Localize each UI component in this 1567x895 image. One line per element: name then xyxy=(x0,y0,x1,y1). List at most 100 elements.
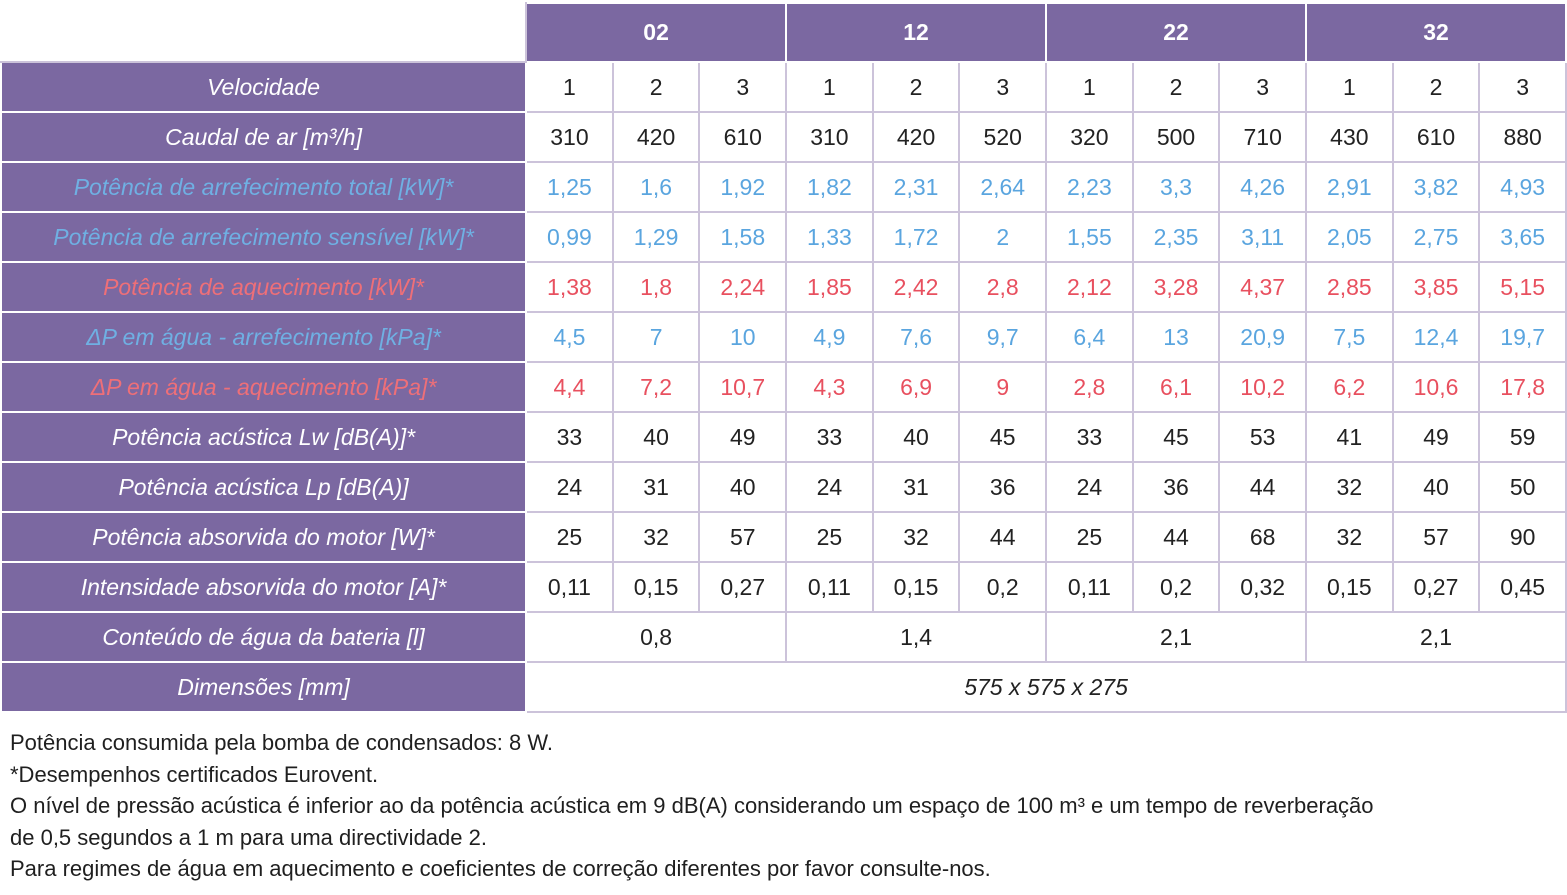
table-cell: 2,91 xyxy=(1305,161,1394,213)
table-cell: 0,11 xyxy=(1045,561,1134,613)
table-row: ΔP em água - arrefecimento [kPa]* 4,5 7 10 4… xyxy=(0,311,1567,363)
table-cell: 3 xyxy=(698,61,788,113)
table-cell: 4,93 xyxy=(1478,161,1567,213)
table-cell: 1,33 xyxy=(785,211,874,263)
table-cell: 7,6 xyxy=(871,311,961,363)
table-row: Intensidade absorvida do motor [A]* 0,11 0… xyxy=(0,561,1567,613)
table-cell: 44 xyxy=(958,511,1048,563)
table-cell: 44 xyxy=(1218,461,1308,513)
table-cell: 41 xyxy=(1305,411,1394,463)
table-cell: 40 xyxy=(698,461,788,513)
footnote: *Desempenhos certificados Eurovent. xyxy=(10,761,379,787)
table-cell: 2,24 xyxy=(698,261,788,313)
table-cell: 3,85 xyxy=(1391,261,1481,313)
model-header-22: 22 xyxy=(1045,2,1308,63)
table-cell: 45 xyxy=(958,411,1048,463)
table-cell: 310 xyxy=(525,111,614,163)
table-cell: 420 xyxy=(611,111,701,163)
table-cell: 4,9 xyxy=(785,311,874,363)
table-cell: 13 xyxy=(1131,311,1221,363)
table-cell: 2,42 xyxy=(871,261,961,313)
table-cell: 2,8 xyxy=(1045,361,1134,413)
table-cell: 610 xyxy=(1391,111,1481,163)
table-cell: 4,37 xyxy=(1218,261,1308,313)
table-cell: 24 xyxy=(525,461,614,513)
table-cell: 5,15 xyxy=(1478,261,1567,313)
table-cell: 2 xyxy=(958,211,1048,263)
model-header-32: 32 xyxy=(1305,2,1567,63)
footnotes: Potência consumida pela bomba de condens… xyxy=(10,727,1550,885)
table-cell: 1,85 xyxy=(785,261,874,313)
model-header-02: 02 xyxy=(525,2,788,63)
table-cell: 31 xyxy=(871,461,961,513)
table-cell: 32 xyxy=(611,511,701,563)
table-cell: 32 xyxy=(1305,511,1394,563)
table-cell: 50 xyxy=(1478,461,1567,513)
row-label: Potência de arrefecimento sensível [kW]* xyxy=(0,211,528,263)
table-cell: 49 xyxy=(698,411,788,463)
footnote: O nível de pressão acústica é inferior a… xyxy=(10,793,1374,818)
row-label: ΔP em água - arrefecimento [kPa]* xyxy=(0,311,528,363)
table-cell: 9 xyxy=(958,361,1048,413)
row-label: Potência acústica Lp [dB(A)] xyxy=(0,461,528,513)
table-cell: 3 xyxy=(958,61,1048,113)
table-cell: 53 xyxy=(1218,411,1308,463)
table-cell: 2,23 xyxy=(1045,161,1134,213)
table-cell: 0,2 xyxy=(958,561,1048,613)
table-cell: 0,2 xyxy=(1131,561,1221,613)
table-cell: 2,05 xyxy=(1305,211,1394,263)
table-row: Potência acústica Lp [dB(A)] 24 31 40 24 31 36… xyxy=(0,461,1567,513)
table-cell: 24 xyxy=(785,461,874,513)
table-cell: 9,7 xyxy=(958,311,1048,363)
table-row: Potência de aquecimento [kW]* 1,38 1,8 2,24… xyxy=(0,261,1567,313)
table-cell: 1,55 xyxy=(1045,211,1134,263)
table-cell: 310 xyxy=(785,111,874,163)
table-row: Potência absorvida do motor [W]* 25 32 57 25… xyxy=(0,511,1567,563)
table-cell: 880 xyxy=(1478,111,1567,163)
table-cell: 1 xyxy=(1305,61,1394,113)
table-cell: 0,15 xyxy=(611,561,701,613)
table-cell: 3 xyxy=(1218,61,1308,113)
table-cell: 2 xyxy=(611,61,701,113)
footnote: Para regimes de água em aquecimento e co… xyxy=(10,856,991,881)
table-cell: 33 xyxy=(1045,411,1134,463)
table-cell: 1 xyxy=(525,61,614,113)
table-cell: 6,4 xyxy=(1045,311,1134,363)
table-cell: 1 xyxy=(785,61,874,113)
table-cell: 68 xyxy=(1218,511,1308,563)
table-cell: 32 xyxy=(1305,461,1394,513)
row-label: Potência de aquecimento [kW]* xyxy=(0,261,528,313)
table-cell: 1 xyxy=(1045,61,1134,113)
water-content-row: Conteúdo de água da bateria [l] 0,8 1,4 … xyxy=(0,611,1567,663)
table-cell: 7 xyxy=(611,311,701,363)
table-cell: 32 xyxy=(871,511,961,563)
table-cell: 36 xyxy=(958,461,1048,513)
table-cell: 10,6 xyxy=(1391,361,1481,413)
row-label: Velocidade xyxy=(0,61,528,113)
dimensions-value: 575 x 575 x 275 xyxy=(525,661,1567,713)
corner-cell xyxy=(1,3,528,63)
table-cell: 2,64 xyxy=(958,161,1048,213)
table-cell: 4,3 xyxy=(785,361,874,413)
table-cell: 1,29 xyxy=(611,211,701,263)
table-cell: 710 xyxy=(1218,111,1308,163)
specifications-table: 02 12 22 32 Velocidade 1 2 3 1 2 3 1 2 3 1 2 3 Caudal… xyxy=(0,2,1567,713)
table-cell: 17,8 xyxy=(1478,361,1567,413)
table-cell: 25 xyxy=(785,511,874,563)
footnote: Potência consumida pela bomba de condens… xyxy=(10,730,554,755)
table-cell: 2,12 xyxy=(1045,261,1134,313)
table-cell: 25 xyxy=(525,511,614,563)
table-cell: 20,9 xyxy=(1218,311,1308,363)
table-cell: 90 xyxy=(1478,511,1567,563)
table-cell: 3,11 xyxy=(1218,211,1308,263)
row-label: Intensidade absorvida do motor [A]* xyxy=(0,561,528,613)
water-content-12: 1,4 xyxy=(785,611,1048,663)
table-row: Potência acústica Lw [dB(A)]* 33 40 49 33 40 4… xyxy=(0,411,1567,463)
table-cell: 2,85 xyxy=(1305,261,1394,313)
water-content-02: 0,8 xyxy=(525,611,788,663)
table-cell: 44 xyxy=(1131,511,1221,563)
table-cell: 3,65 xyxy=(1478,211,1567,263)
table-cell: 2 xyxy=(1131,61,1221,113)
model-header-12: 12 xyxy=(785,2,1048,63)
table-row: ΔP em água - aquecimento [kPa]* 4,4 7,2 10,… xyxy=(0,361,1567,413)
